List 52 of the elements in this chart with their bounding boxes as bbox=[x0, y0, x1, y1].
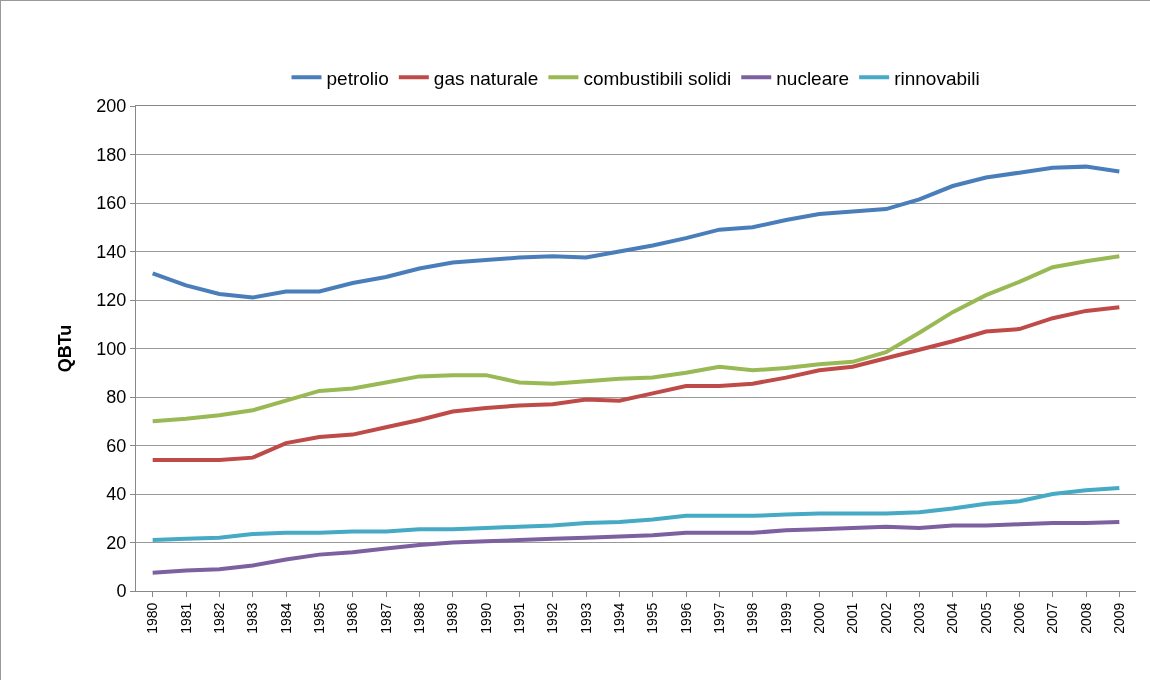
legend-label: gas naturale bbox=[433, 67, 539, 89]
x-tick-label: 1987 bbox=[377, 602, 394, 634]
y-tick-label: 40 bbox=[106, 484, 127, 505]
x-tick-label: 1991 bbox=[510, 602, 527, 634]
x-tick-label: 1997 bbox=[710, 602, 727, 634]
x-tick-label: 2009 bbox=[1110, 602, 1127, 634]
x-tick-label: 2000 bbox=[810, 602, 827, 634]
y-tick-label: 160 bbox=[96, 193, 127, 214]
x-tick-label: 2003 bbox=[910, 602, 927, 634]
x-tick-label: 2005 bbox=[977, 602, 994, 634]
x-tick-label: 1983 bbox=[244, 602, 261, 634]
x-tick-label: 1990 bbox=[477, 602, 494, 634]
y-tick-label: 100 bbox=[96, 338, 127, 359]
line-series bbox=[150, 305, 1122, 463]
x-tick-label: 1993 bbox=[577, 602, 594, 634]
x-tick-label: 2006 bbox=[1010, 602, 1027, 634]
x-tick-label: 1986 bbox=[344, 602, 361, 634]
y-tick-label: 60 bbox=[106, 435, 127, 456]
x-tick-label: 2002 bbox=[877, 602, 894, 634]
x-tick-label: 1989 bbox=[444, 602, 461, 634]
y-tick-label: 200 bbox=[96, 96, 127, 117]
y-tick-label: 120 bbox=[96, 290, 127, 311]
x-tick-label: 1980 bbox=[144, 602, 161, 634]
y-tick-label: 140 bbox=[96, 241, 127, 262]
line-series bbox=[150, 485, 1122, 543]
y-tick-label: 20 bbox=[106, 532, 127, 553]
line-series bbox=[150, 519, 1122, 575]
legend-label: combustibili solidi bbox=[583, 67, 732, 89]
legend-label: petrolio bbox=[326, 67, 389, 89]
x-tick-label: 1996 bbox=[677, 602, 694, 634]
x-tick-label: 1995 bbox=[644, 602, 661, 634]
x-tick-label: 1984 bbox=[277, 602, 294, 634]
x-tick-label: 1981 bbox=[177, 602, 194, 634]
y-tick-label: 80 bbox=[106, 387, 127, 408]
x-tick-label: 1999 bbox=[777, 602, 794, 634]
x-tick-label: 1988 bbox=[410, 602, 427, 634]
line-series bbox=[150, 164, 1122, 300]
x-tick-label: 1998 bbox=[744, 602, 761, 634]
legend-label: rinnovabili bbox=[894, 67, 980, 89]
x-tick-label: 1985 bbox=[310, 602, 327, 634]
x-tick-label: 1982 bbox=[210, 602, 227, 634]
y-tick-label: 0 bbox=[116, 581, 127, 602]
line-series bbox=[150, 254, 1122, 424]
legend-label: nucleare bbox=[776, 67, 850, 89]
x-tick-label: 1992 bbox=[544, 602, 561, 634]
y-axis-title: QBTu bbox=[54, 324, 75, 373]
x-tick-label: 2004 bbox=[944, 602, 961, 634]
x-tick-label: 2001 bbox=[844, 602, 861, 634]
y-tick-label: 180 bbox=[96, 144, 127, 165]
x-tick-label: 1994 bbox=[610, 602, 627, 634]
x-tick-label: 2007 bbox=[1044, 602, 1061, 634]
x-tick-label: 2008 bbox=[1077, 602, 1094, 634]
